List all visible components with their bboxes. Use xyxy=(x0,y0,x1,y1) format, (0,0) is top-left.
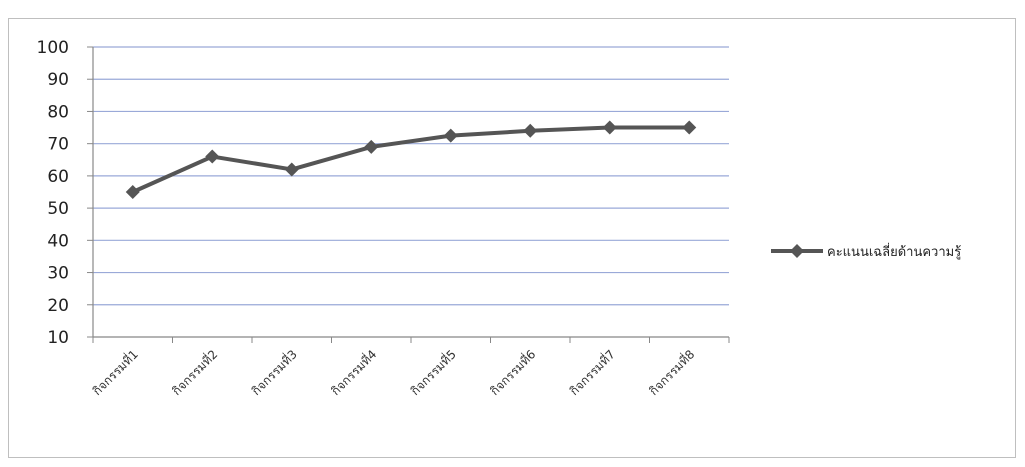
data-point-7 xyxy=(602,120,617,135)
data-point-8 xyxy=(682,120,697,135)
y-tick-label-50: 50 xyxy=(47,199,69,219)
series-line-1 xyxy=(131,125,690,194)
x-tick-label-8: กิจกรรมที่8 xyxy=(645,346,697,398)
y-tick-label-10: 10 xyxy=(47,328,69,348)
data-point-4 xyxy=(364,139,379,154)
data-point-6 xyxy=(523,123,538,138)
x-tick-label-6: กิจกรรมที่6 xyxy=(486,346,538,398)
y-tick-label-100: 100 xyxy=(37,38,69,58)
x-tick-label-7: กิจกรรมที่7 xyxy=(566,346,618,398)
x-tick-labels: กิจกรรมที่1 กิจกรรมที่2 กิจกรรมที่3 กิจกรรม… xyxy=(89,346,698,398)
x-tick-label-4: กิจกรรมที่4 xyxy=(327,346,379,398)
data-point-1 xyxy=(125,185,140,199)
x-tick-label-1: กิจกรรมที่1 xyxy=(89,346,141,398)
x-tick-label-2: กิจกรรมที่2 xyxy=(168,346,220,398)
y-tick-label-90: 90 xyxy=(47,70,69,90)
chart-frame: 10 20 30 40 50 60 70 80 90 100 กิจกรรมที่1 กิจกรรม… xyxy=(8,18,1016,458)
y-tick-label-30: 30 xyxy=(47,264,69,284)
gridlines xyxy=(87,46,729,338)
y-tick-label-20: 20 xyxy=(47,296,69,316)
y-tick-labels: 10 20 30 40 50 60 70 80 90 100 xyxy=(37,38,69,348)
series-layer xyxy=(125,120,697,199)
x-tick-label-5: กิจกรรมที่5 xyxy=(407,346,459,398)
axes xyxy=(92,47,730,343)
y-tick-label-40: 40 xyxy=(47,231,69,251)
legend-marker xyxy=(790,244,804,258)
y-tick-label-80: 80 xyxy=(47,102,69,122)
data-point-5 xyxy=(443,128,458,143)
x-tick-label-3: กิจกรรมที่3 xyxy=(248,346,300,398)
legend: คะแนนเฉลี่ยด้านความรู้ xyxy=(771,243,961,260)
y-tick-label-70: 70 xyxy=(47,135,69,155)
data-point-3 xyxy=(284,162,299,177)
data-point-2 xyxy=(205,149,220,164)
y-tick-label-60: 60 xyxy=(47,167,69,187)
legend-label: คะแนนเฉลี่ยด้านความรู้ xyxy=(827,243,961,260)
